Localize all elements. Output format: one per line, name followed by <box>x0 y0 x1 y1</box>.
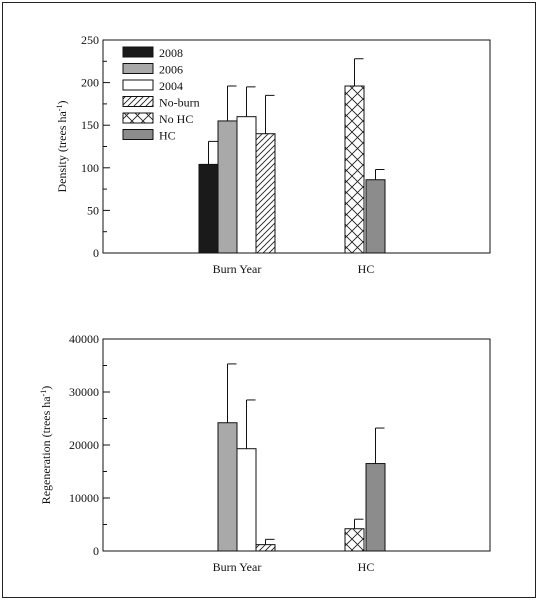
density-panel: 0 50 100 150 200 250 Density (trees ha-1) Burn … <box>55 33 491 276</box>
legend-swatch-hc <box>122 129 154 140</box>
legend-label-no-burn: No-burn <box>159 96 200 110</box>
legend-label-no-hc: No HC <box>159 112 193 126</box>
legend-label-hc: HC <box>159 129 176 143</box>
x-tick-label: HC <box>358 560 375 574</box>
legend-label-2006: 2006 <box>159 63 183 77</box>
bar-no-burn <box>255 544 276 552</box>
bar-2008 <box>198 163 219 254</box>
legend-swatch-2006 <box>122 63 154 74</box>
bar-no-burn <box>255 133 276 254</box>
y-tick-label: 40000 <box>69 332 99 346</box>
y-tick-label: 10000 <box>69 491 99 505</box>
bar-hc <box>365 463 386 552</box>
y-tick-label: 250 <box>81 33 99 47</box>
figure-frame <box>2 2 536 598</box>
y-tick-label: 0 <box>93 246 99 260</box>
bar-no-hc <box>344 528 365 552</box>
y-tick-label: 0 <box>93 544 99 558</box>
bar-2006 <box>217 120 238 254</box>
y-tick-label: 50 <box>87 203 99 217</box>
y-tick-label: 20000 <box>69 438 99 452</box>
y-tick-label: 30000 <box>69 385 99 399</box>
bar-hc <box>365 179 386 254</box>
x-tick-label: Burn Year <box>213 262 262 276</box>
legend-label-2008: 2008 <box>159 46 183 60</box>
legend-swatch-no-burn <box>122 96 154 107</box>
bar-2006 <box>217 422 238 552</box>
plot-frame <box>102 338 491 552</box>
x-tick-label: HC <box>358 262 375 276</box>
regeneration-panel: 0 10000 20000 30000 40000 Regeneration (trees… <box>39 332 491 574</box>
legend-swatch-2008 <box>122 46 154 58</box>
legend-swatch-no-hc <box>122 112 154 124</box>
x-tick-label: Burn Year <box>213 560 262 574</box>
bar-2004 <box>236 116 257 254</box>
y-tick-label: 150 <box>81 118 99 132</box>
y-axis-label: Density (trees ha-1) <box>55 101 70 193</box>
y-tick-label: 100 <box>81 161 99 175</box>
bar-2004 <box>236 448 257 552</box>
bar-no-hc <box>344 85 365 254</box>
y-axis-label: Regeneration (trees ha-1) <box>39 386 54 505</box>
legend-swatch-2004 <box>122 79 154 91</box>
legend-label-2004: 2004 <box>159 79 183 93</box>
y-tick-label: 200 <box>81 76 99 90</box>
